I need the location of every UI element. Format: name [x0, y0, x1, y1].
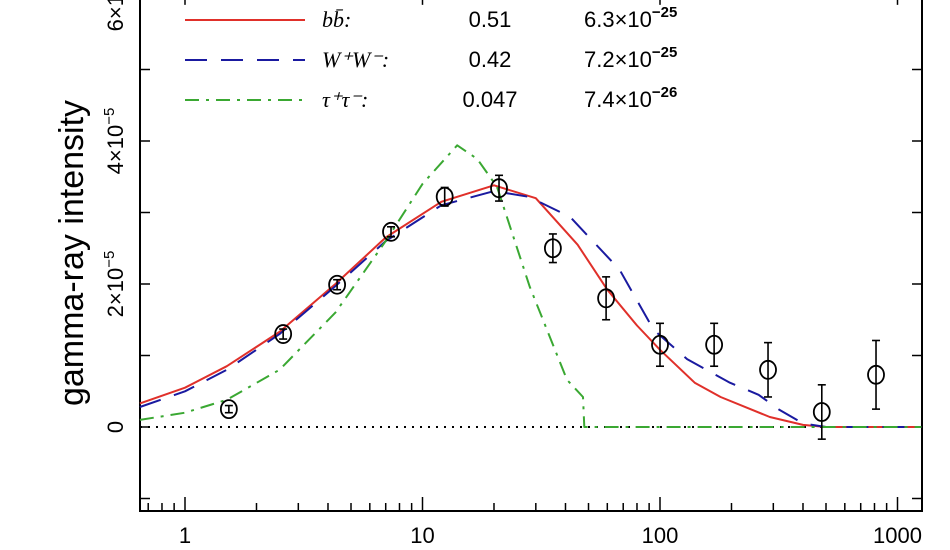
series-line	[139, 144, 922, 428]
legend: bb̄: 0.51 6.3×10−25 W⁺W⁻: 0.42 7.2×10−25 τ⁺τ⁻:…	[185, 4, 677, 112]
x-tick-label: 1	[179, 523, 191, 548]
data-marker	[219, 399, 238, 420]
legend-entry: τ⁺τ⁻: 0.047 7.4×10−26	[185, 84, 677, 112]
data-marker	[759, 359, 777, 380]
data-point	[274, 324, 293, 344]
data-marker	[705, 334, 724, 355]
data-marker	[490, 178, 508, 199]
legend-value: 0.42	[469, 47, 512, 72]
legend-cross-section: 7.4×10−26	[584, 84, 677, 112]
data-point	[219, 399, 238, 420]
series-line	[139, 190, 922, 428]
legend-value: 0.51	[469, 7, 512, 32]
data-point	[490, 174, 508, 202]
plot-border	[139, 0, 923, 513]
data-marker	[274, 324, 293, 344]
legend-label: τ⁺τ⁻:	[322, 87, 368, 112]
legend-label: W⁺W⁻:	[322, 47, 389, 72]
data-point	[543, 233, 562, 264]
data-marker	[435, 186, 454, 207]
data-marker	[597, 288, 616, 309]
legend-label: bb̄:	[322, 7, 351, 32]
x-tick-label: 100	[642, 523, 679, 548]
data-marker	[651, 334, 669, 355]
legend-value: 0.047	[462, 87, 517, 112]
series-line	[139, 184, 922, 428]
y-tick-label: 0	[103, 421, 128, 433]
data-point	[435, 186, 454, 207]
series-curves	[139, 144, 922, 428]
data-point	[867, 339, 885, 410]
data-marker	[867, 364, 885, 385]
data-point	[328, 274, 347, 295]
data-point	[812, 384, 831, 440]
legend-entry: bb̄: 0.51 6.3×10−25	[185, 4, 677, 32]
plot-frame	[139, 0, 923, 513]
x-tick-label: 10	[410, 523, 434, 548]
y-tick-label: 4×10−5	[101, 108, 128, 175]
x-tick-label: 1000	[873, 523, 922, 548]
legend-cross-section: 6.3×10−25	[584, 4, 677, 32]
data-point	[759, 341, 777, 398]
data-marker	[328, 274, 347, 295]
y-axis: 0 2×10−5 4×10−5 6×10−5	[101, 0, 922, 500]
x-axis: 1 10 100 1000	[147, 0, 922, 548]
y-tick-label: 2×10−5	[101, 251, 128, 318]
data-marker	[812, 402, 831, 422]
data-point	[651, 322, 669, 368]
legend-entry: W⁺W⁻: 0.42 7.2×10−25	[185, 44, 677, 72]
data-point	[597, 276, 616, 321]
data-point	[705, 322, 724, 368]
y-axis-label: gamma-ray intensity	[53, 100, 91, 406]
data-point	[382, 221, 400, 242]
y-tick-label: 6×10−5	[101, 0, 128, 31]
data-marker	[543, 238, 562, 259]
legend-cross-section: 7.2×10−25	[584, 44, 677, 72]
data-marker	[382, 221, 400, 242]
data-points	[219, 174, 885, 440]
